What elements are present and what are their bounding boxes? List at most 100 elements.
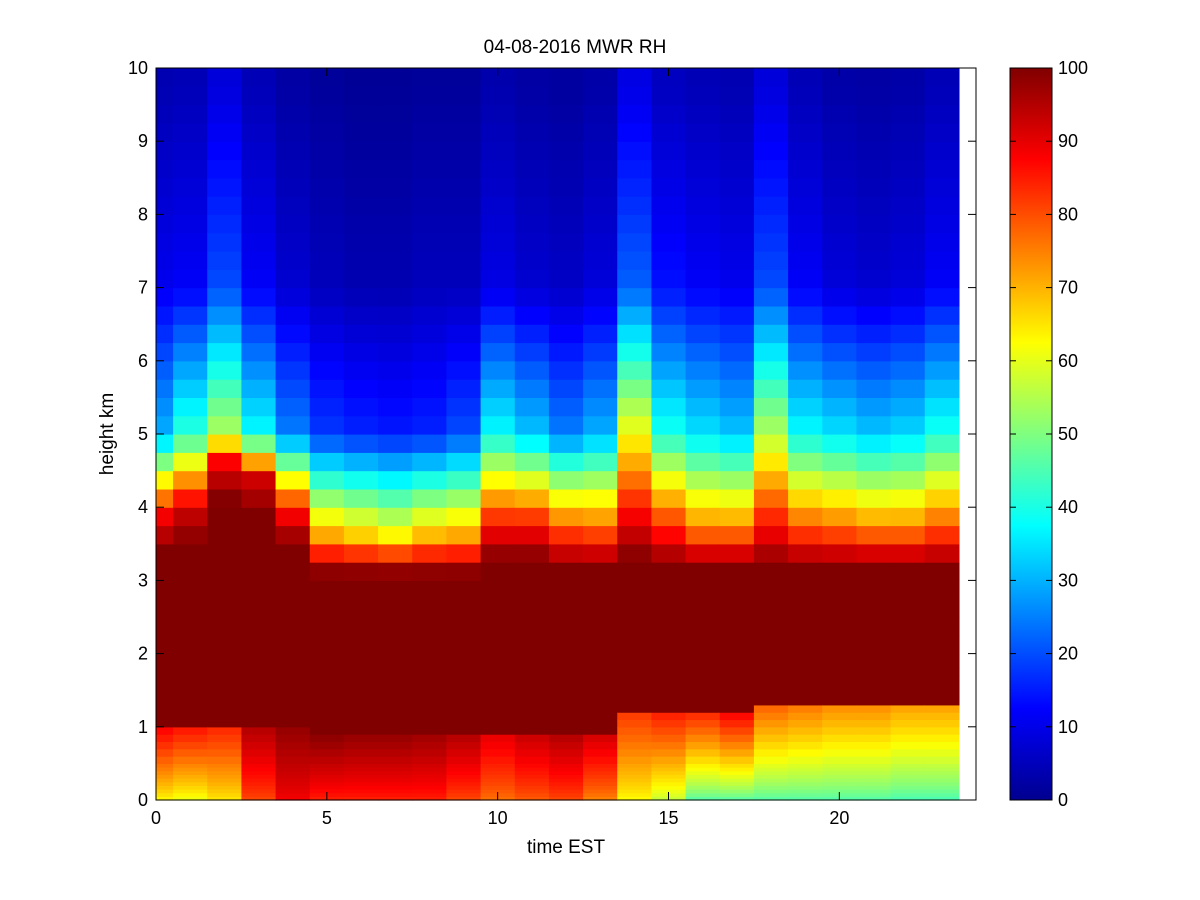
heatmap-cell: [446, 690, 482, 699]
heatmap-cell: [309, 68, 345, 87]
heatmap-cell: [241, 269, 277, 289]
heatmap-cell: [822, 719, 858, 728]
heatmap-cell: [275, 251, 311, 270]
heatmap-cell: [412, 770, 448, 775]
heatmap-cell: [856, 232, 892, 252]
heatmap-cell: [156, 196, 174, 215]
heatmap-cell: [412, 774, 448, 779]
heatmap-cell: [446, 792, 482, 797]
heatmap-cell: [514, 379, 550, 398]
heatmap-cell: [343, 668, 379, 677]
heatmap-cell: [719, 792, 755, 797]
heatmap-cell: [275, 726, 311, 735]
heatmap-cell: [275, 470, 311, 490]
heatmap-cell: [412, 635, 448, 655]
heatmap-cell: [822, 104, 858, 124]
heatmap-cell: [514, 177, 550, 197]
heatmap-cell: [856, 617, 892, 636]
heatmap-cell: [378, 635, 413, 655]
heatmap-cell: [856, 748, 892, 757]
heatmap-cell: [173, 781, 208, 786]
heatmap-cell: [173, 470, 208, 490]
heatmap-cell: [412, 668, 448, 677]
heatmap-cell: [617, 767, 653, 772]
heatmap-cell: [173, 770, 208, 775]
heatmap-cell: [753, 562, 789, 581]
heatmap-cell: [788, 232, 823, 252]
heatmap-cell: [753, 668, 789, 677]
heatmap-cell: [446, 675, 482, 684]
heatmap-cell: [583, 287, 618, 307]
heatmap-cell: [583, 748, 618, 757]
heatmap-cell: [753, 214, 789, 234]
heatmap-cell: [822, 305, 858, 325]
heatmap-cell: [753, 697, 789, 706]
heatmap-cell: [617, 796, 653, 801]
heatmap-cell: [788, 507, 823, 527]
colorbar-tick-label: 10: [1058, 717, 1078, 737]
heatmap-cell: [480, 598, 516, 618]
heatmap-cell: [822, 682, 858, 691]
heatmap-cell: [275, 122, 311, 142]
heatmap-cell: [856, 697, 892, 706]
heatmap-cell: [753, 269, 789, 289]
heatmap-cell: [788, 741, 823, 750]
heatmap-cell: [890, 177, 926, 197]
heatmap-cell: [924, 68, 960, 87]
heatmap-cell: [856, 789, 892, 794]
heatmap-cell: [343, 778, 379, 783]
heatmap-cell: [480, 675, 516, 684]
heatmap-cell: [275, 397, 311, 417]
heatmap-cell: [173, 726, 208, 735]
heatmap-cell: [412, 617, 448, 636]
heatmap-cell: [822, 397, 858, 417]
heatmap-cell: [514, 525, 550, 545]
heatmap-cell: [822, 159, 858, 179]
heatmap-cell: [788, 488, 823, 508]
heatmap-cell: [753, 778, 789, 783]
heatmap-cell: [207, 682, 243, 691]
heatmap-cell: [548, 269, 584, 289]
heatmap-cell: [514, 360, 550, 380]
heatmap-cell: [856, 770, 892, 775]
heatmap-cell: [685, 712, 721, 721]
heatmap-cell: [173, 525, 208, 545]
heatmap-cell: [156, 668, 174, 677]
heatmap-cell: [753, 682, 789, 691]
heatmap-cell: [173, 598, 208, 618]
heatmap-cell: [241, 68, 277, 87]
heatmap-cell: [378, 598, 413, 618]
heatmap-cell: [719, 748, 755, 757]
heatmap-cell: [241, 682, 277, 691]
heatmap-cell: [617, 617, 653, 636]
heatmap-cell: [788, 653, 823, 662]
heatmap-cell: [241, 287, 277, 307]
heatmap-cell: [719, 141, 755, 161]
heatmap-cell: [822, 660, 858, 669]
heatmap-cell: [514, 635, 550, 655]
heatmap-cell: [788, 415, 823, 435]
heatmap-cell: [548, 525, 584, 545]
y-tick-label: 1: [138, 717, 148, 737]
heatmap-cell: [309, 324, 345, 344]
heatmap-cell: [617, 324, 653, 344]
heatmap-cell: [514, 214, 550, 234]
heatmap-cell: [446, 360, 482, 380]
heatmap-cell: [378, 434, 413, 453]
heatmap-cell: [343, 251, 379, 270]
heatmap-cell: [275, 543, 311, 563]
heatmap-cell: [719, 675, 755, 684]
heatmap-cell: [651, 251, 687, 270]
heatmap-cell: [241, 767, 277, 772]
heatmap-cell: [651, 415, 687, 435]
heatmap-cell: [446, 379, 482, 398]
heatmap-cell: [924, 770, 960, 775]
heatmap-cell: [924, 360, 960, 380]
heatmap-cell: [856, 690, 892, 699]
heatmap-cell: [719, 763, 755, 768]
heatmap-cell: [241, 342, 277, 362]
heatmap-cell: [856, 214, 892, 234]
heatmap-cell: [480, 697, 516, 706]
heatmap-cell: [617, 653, 653, 662]
y-tick-label: 0: [138, 790, 148, 810]
